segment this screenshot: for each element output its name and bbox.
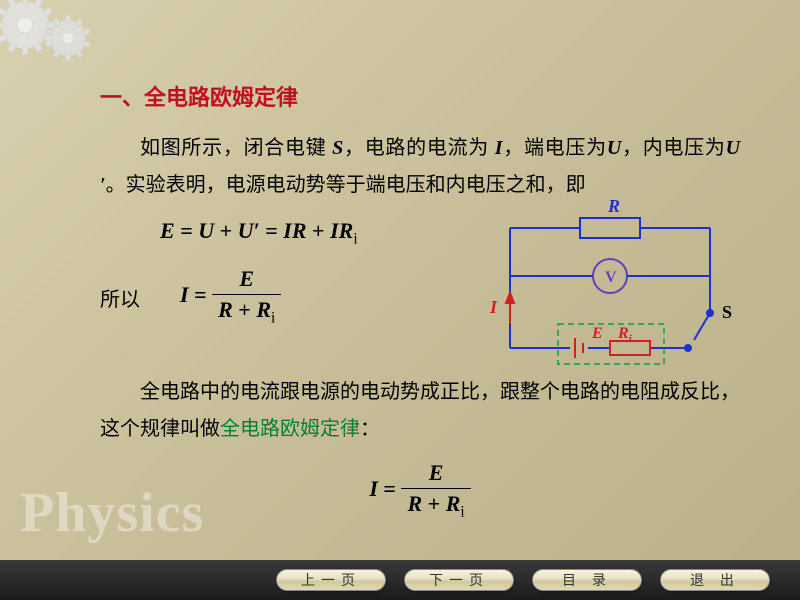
gears-decoration <box>0 0 110 80</box>
next-button[interactable]: 下一页 <box>404 569 514 591</box>
paragraph-1: 如图所示，闭合电键 S，电路的电流为 I，端电压为U，内电压为U ′。实验表明，… <box>100 130 740 204</box>
svg-text:I: I <box>489 297 498 317</box>
svg-text:R: R <box>607 198 620 216</box>
formula-emf: E = U + U′ = IR + IRi <box>160 218 468 248</box>
paragraph-2: 全电路中的电流跟电源的电动势成正比，跟整个电路的电阻成反比，这个规律叫做全电路欧… <box>100 374 740 448</box>
prev-button[interactable]: 上一页 <box>276 569 386 591</box>
svg-text:E: E <box>591 325 603 342</box>
formula-current: I = ER + Ri <box>180 266 281 327</box>
formula-current-row: 所以 I = ER + Ri <box>100 266 468 327</box>
svg-text:V: V <box>605 269 617 286</box>
svg-text:S: S <box>722 302 732 322</box>
section-heading: 一、全电路欧姆定律 <box>100 80 740 112</box>
footer-nav: 上一页 下一页 目 录 退 出 <box>0 560 800 600</box>
watermark: Physics <box>20 481 204 545</box>
exit-button[interactable]: 退 出 <box>660 569 770 591</box>
slide-content: 一、全电路欧姆定律 如图所示，闭合电键 S，电路的电流为 I，端电压为U，内电压… <box>100 80 740 540</box>
circuit-diagram: R V I S E Ri <box>480 198 740 368</box>
toc-button[interactable]: 目 录 <box>532 569 642 591</box>
